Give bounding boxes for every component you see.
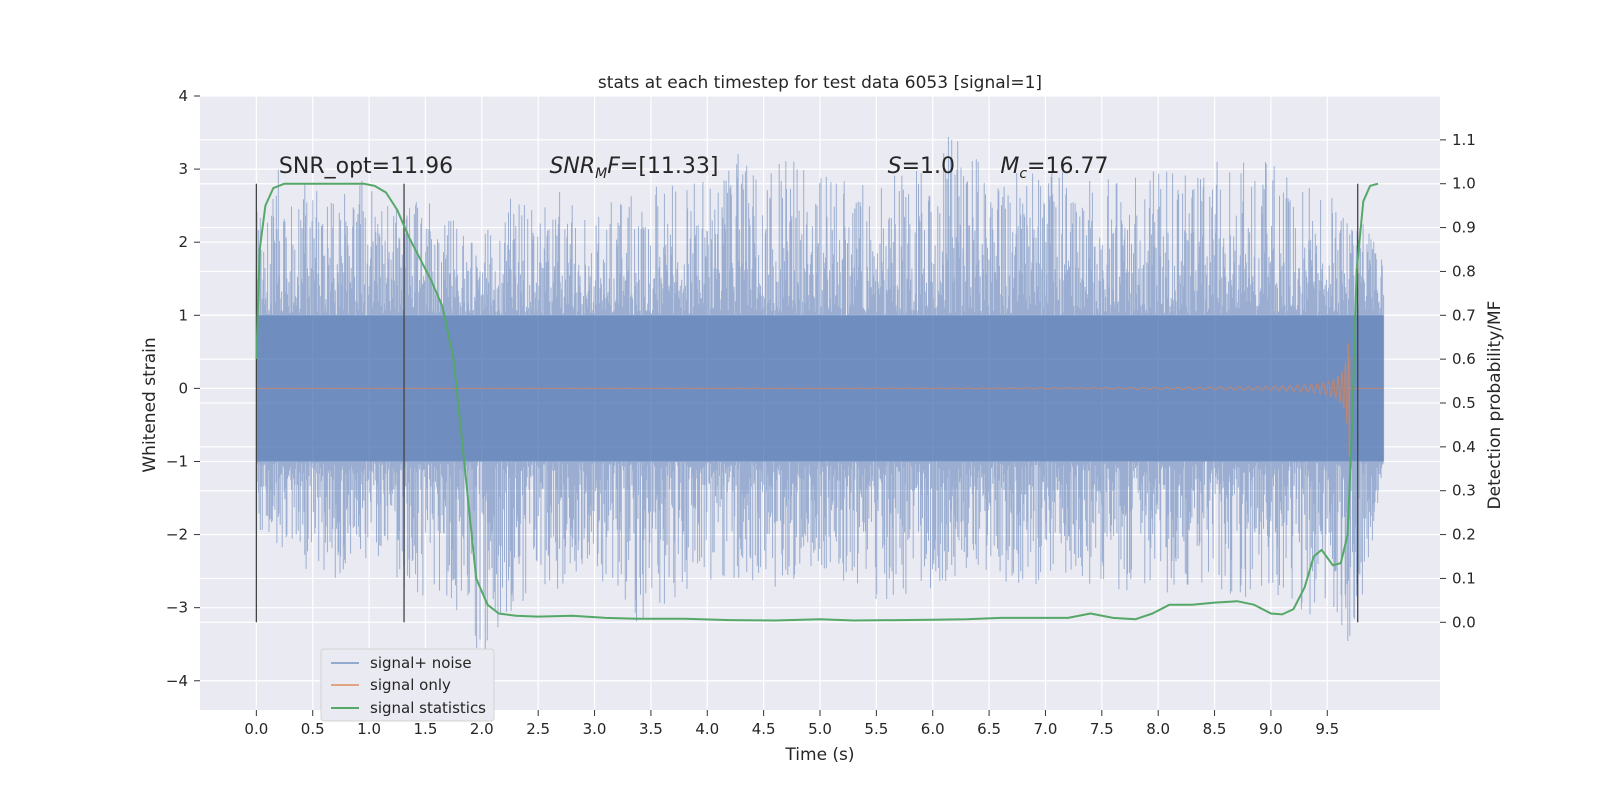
y2-tick-label: 0.0: [1452, 613, 1476, 631]
y2-tick-label: 0.7: [1452, 306, 1476, 324]
x-tick-label: 3.5: [639, 720, 663, 738]
chart-title: stats at each timestep for test data 605…: [598, 73, 1042, 93]
y2-tick-label: 0.6: [1452, 350, 1476, 368]
legend-box: [320, 648, 495, 722]
x-tick-label: 4.0: [695, 720, 719, 738]
legend-label-statistics: signal statistics: [370, 699, 486, 717]
statistics-line: [255, 182, 1379, 622]
annotations: SNR_opt=11.96 SNRMF=[11.33] S=1.0 Mc=16.77: [279, 154, 1109, 182]
legend-label-noise: signal+ noise: [370, 654, 472, 672]
y-tick-label: −4: [166, 672, 188, 690]
x-axis-title: Time (s): [784, 745, 854, 765]
x-tick-label: 8.5: [1203, 720, 1227, 738]
x-tick-label: 0.5: [301, 720, 325, 738]
y-axis-title: Whitened strain: [140, 337, 160, 472]
x-tick-label: 1.0: [357, 720, 381, 738]
legend-label-signal: signal only: [370, 676, 451, 694]
axis-ticks: 0.0 0.5 1.0 1.5 2.0 2.5 3.0 3.5 4.0 4.5 5.0 5.5 6.0 6…: [166, 87, 1476, 738]
y2-tick-label: 0.4: [1452, 438, 1476, 456]
legend: signal+ noise signal only signal statist…: [320, 648, 495, 722]
y-tick-label: 2: [178, 233, 188, 251]
statistics-series: [255, 182, 1379, 622]
y2-tick-label: 0.9: [1452, 219, 1476, 237]
x-tick-label: 7.0: [1034, 720, 1058, 738]
y2-tick-label: 0.2: [1452, 526, 1476, 544]
x-tick-label: 5.5: [864, 720, 888, 738]
x-tick-label: 7.5: [1090, 720, 1114, 738]
x-tick-label: 8.0: [1146, 720, 1170, 738]
y-tick-label: 1: [178, 306, 188, 324]
y2-tick-label: 1.1: [1452, 131, 1476, 149]
y-tick-label: −3: [166, 599, 188, 617]
y-tick-label: 3: [178, 160, 188, 178]
y-tick-label: 0: [178, 379, 188, 397]
x-tick-label: 1.5: [414, 720, 438, 738]
x-tick-label: 4.5: [752, 720, 776, 738]
x-tick-label: 3.0: [583, 720, 607, 738]
y2-axis-title: Detection probability/MF: [1485, 301, 1505, 510]
y2-tick-label: 0.5: [1452, 394, 1476, 412]
y2-tick-label: 1.0: [1452, 175, 1476, 193]
signal-trace: [256, 343, 1384, 457]
x-tick-label: 5.0: [808, 720, 832, 738]
annotation-text: SNRMF=[11.33]: [549, 154, 718, 182]
y-tick-label: −1: [166, 452, 188, 470]
y-tick-label: 4: [178, 87, 188, 105]
x-tick-label: 9.5: [1315, 720, 1339, 738]
annotation-text: SNR_opt=11.96: [279, 154, 453, 179]
x-tick-label: 2.5: [526, 720, 550, 738]
y2-tick-label: 0.3: [1452, 482, 1476, 500]
annotation-text: Mc=16.77: [1000, 154, 1108, 182]
signal-series: [256, 343, 1384, 457]
x-tick-label: 6.0: [921, 720, 945, 738]
x-tick-label: 6.5: [977, 720, 1001, 738]
annotation-text: S=1.0: [888, 154, 955, 179]
y2-tick-label: 0.1: [1452, 569, 1476, 587]
x-tick-label: 9.0: [1259, 720, 1283, 738]
x-tick-label: 0.0: [244, 720, 268, 738]
x-tick-label: 2.0: [470, 720, 494, 738]
y-tick-label: −2: [166, 526, 188, 544]
y2-tick-label: 0.8: [1452, 262, 1476, 280]
